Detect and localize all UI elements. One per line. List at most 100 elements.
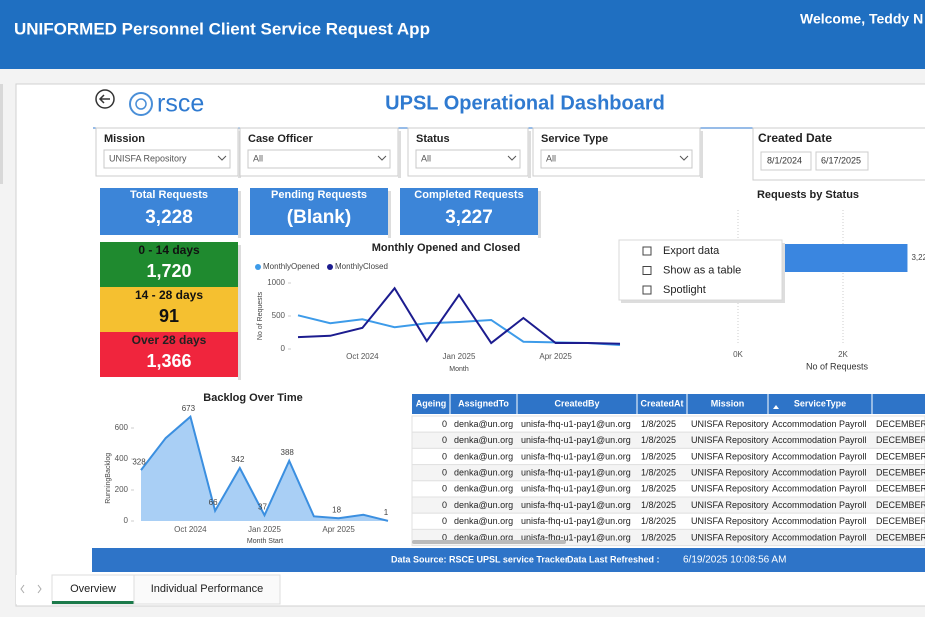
filter-dropdown[interactable] bbox=[103, 149, 231, 169]
chevron bbox=[507, 155, 517, 161]
data-label: 388 bbox=[281, 448, 295, 457]
cell: Accommodation Payroll bbox=[772, 435, 867, 445]
card-shadow bbox=[238, 191, 241, 238]
menu-icon bbox=[642, 285, 652, 295]
data-label: 37 bbox=[258, 502, 267, 511]
filter-dropdown[interactable] bbox=[540, 149, 693, 169]
cell: UNISFA Repository bbox=[691, 451, 769, 461]
aging-value: 1,720 bbox=[146, 261, 191, 281]
data-source: Data Source: RSCE UPSL service Tracker bbox=[391, 554, 569, 564]
filter-value: All bbox=[253, 153, 263, 163]
data-label: 3,228 bbox=[911, 253, 925, 262]
filter-value: All bbox=[546, 153, 556, 163]
cell: Accommodation Payroll bbox=[772, 451, 867, 461]
filter-label: Mission bbox=[104, 133, 145, 145]
cell: UNISFA Repository bbox=[691, 484, 769, 494]
cell: 0 bbox=[442, 467, 447, 477]
card-shadow bbox=[538, 191, 541, 238]
legend-swatch bbox=[255, 264, 261, 270]
x-tick-label: Jan 2025 bbox=[248, 525, 281, 534]
filter-label: Status bbox=[416, 133, 450, 145]
date-end-box[interactable] bbox=[815, 151, 869, 171]
legend-label: MonthlyOpened bbox=[263, 262, 319, 271]
menu-icon bbox=[642, 246, 652, 256]
report-title: UPSL Operational Dashboard bbox=[385, 92, 665, 114]
aging-shadow bbox=[238, 245, 241, 380]
footer-bar bbox=[92, 548, 925, 572]
table-header bbox=[412, 394, 925, 414]
legend-label: MonthlyClosed bbox=[335, 262, 388, 271]
menu-icon bbox=[642, 266, 652, 275]
data-label: 18 bbox=[332, 505, 341, 514]
kpi-value: 3,227 bbox=[445, 207, 493, 228]
cell: DECEMBER A bbox=[876, 435, 925, 445]
cell: UNISFA Repository bbox=[691, 532, 769, 542]
date-end: 6/17/2025 bbox=[821, 155, 861, 165]
column-header: Mission bbox=[711, 398, 745, 408]
area-line bbox=[140, 414, 389, 522]
cell: unisfa-fhq-u1-pay1@un.org bbox=[521, 500, 631, 510]
kpi-label: Pending Requests bbox=[271, 189, 367, 201]
cell: 0 bbox=[442, 484, 447, 494]
menu-item[interactable]: Spotlight bbox=[663, 284, 706, 296]
cell: 1/8/2025 bbox=[641, 484, 676, 494]
cell: Accommodation Payroll bbox=[772, 419, 867, 429]
app-header bbox=[0, 0, 925, 69]
cell: 1/8/2025 bbox=[641, 419, 676, 429]
cell: DECEMBER A bbox=[876, 516, 925, 526]
y-tick-label: 0 bbox=[281, 344, 286, 353]
cell: UNISFA Repository bbox=[691, 435, 769, 445]
side-strip bbox=[0, 84, 3, 184]
kpi-value: 3,228 bbox=[145, 207, 193, 228]
cell: denka@un.org bbox=[454, 532, 513, 542]
filter-label: Case Officer bbox=[248, 133, 314, 145]
filter-value: UNISFA Repository bbox=[109, 153, 187, 163]
cell: DECEMBER A bbox=[876, 451, 925, 461]
data-label: 328 bbox=[132, 457, 146, 466]
cell: DECEMBER A bbox=[876, 419, 925, 429]
x-tick-label: Apr 2025 bbox=[539, 352, 572, 361]
welcome: Welcome, Teddy N bbox=[800, 11, 923, 27]
scrollbar[interactable] bbox=[412, 540, 566, 544]
cell: unisfa-fhq-u1-pay1@un.org bbox=[521, 516, 631, 526]
cell: unisfa-fhq-u1-pay1@un.org bbox=[521, 484, 631, 494]
column-header: AssignedTo bbox=[458, 398, 509, 408]
cell: 1/8/2025 bbox=[641, 451, 676, 461]
cell: 1/8/2025 bbox=[641, 516, 676, 526]
filter-dropdown[interactable] bbox=[247, 149, 391, 169]
cell: UNISFA Repository bbox=[691, 516, 769, 526]
cell: denka@un.org bbox=[454, 419, 513, 429]
cell: unisfa-fhq-u1-pay1@un.org bbox=[521, 435, 631, 445]
cell: 0 bbox=[442, 419, 447, 429]
menu-item[interactable]: Export data bbox=[663, 245, 720, 257]
kpi-card bbox=[400, 188, 538, 235]
cell: 0 bbox=[442, 451, 447, 461]
kpi-label: Total Requests bbox=[130, 189, 208, 201]
un-emblem-inner bbox=[135, 98, 147, 110]
y-axis-label: RunningBacklog bbox=[105, 453, 112, 504]
cell: 1/8/2025 bbox=[641, 532, 676, 542]
y-tick-label: 1000 bbox=[267, 278, 285, 287]
back-button[interactable] bbox=[95, 89, 115, 109]
cell: 1/8/2025 bbox=[641, 500, 676, 510]
date-start-box[interactable] bbox=[760, 151, 812, 171]
cell: DECEMBER A bbox=[876, 532, 925, 542]
cell: unisfa-fhq-u1-pay1@un.org bbox=[521, 451, 631, 461]
un-emblem bbox=[129, 92, 153, 116]
kpi-value: (Blank) bbox=[287, 207, 351, 228]
area-fill bbox=[141, 416, 388, 521]
y-tick-label: 400 bbox=[115, 454, 129, 463]
filter-dropdown[interactable] bbox=[415, 149, 521, 169]
tab[interactable] bbox=[133, 574, 281, 605]
filter-shadow bbox=[700, 131, 703, 178]
menu-item[interactable]: Show as a table bbox=[663, 264, 741, 276]
refreshed-label: Data Last Refreshed : bbox=[567, 554, 660, 564]
x-tick-label: Jan 2025 bbox=[443, 352, 476, 361]
cell: denka@un.org bbox=[454, 516, 513, 526]
tab-underline bbox=[52, 601, 134, 604]
cell: Accommodation Payroll bbox=[772, 500, 867, 510]
date-filter-label: Created Date bbox=[758, 131, 832, 145]
chart-title: Backlog Over Time bbox=[203, 392, 302, 404]
column-header: ServiceType bbox=[794, 398, 846, 408]
